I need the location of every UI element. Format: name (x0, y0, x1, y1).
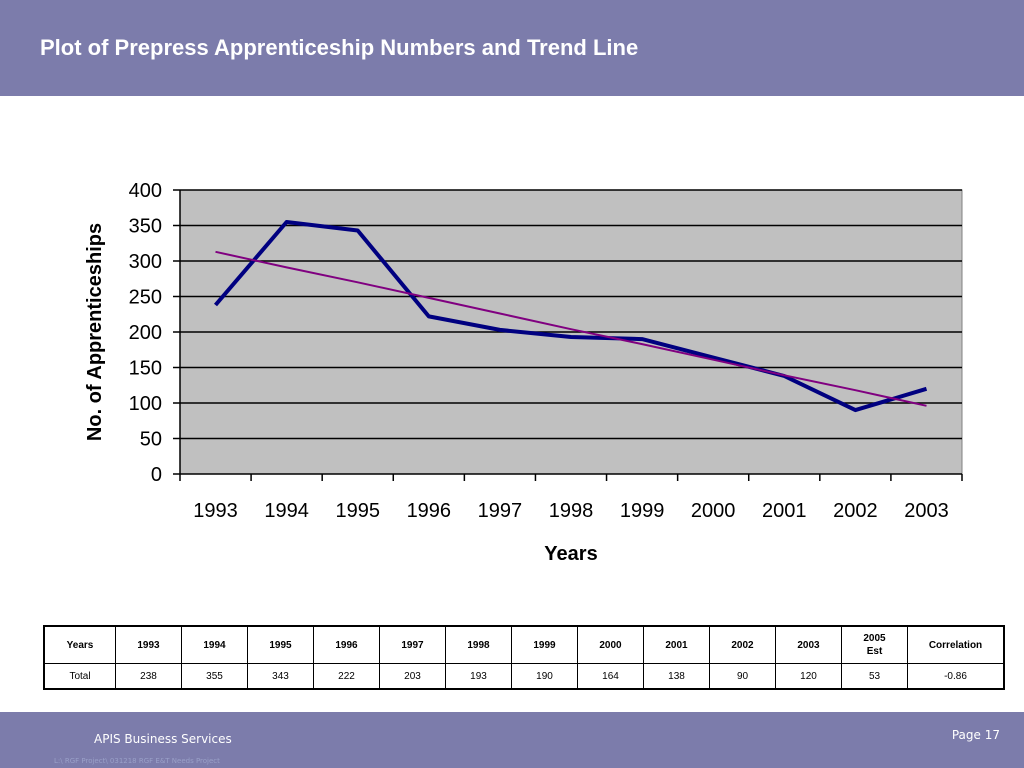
table-cell: -0.86 (907, 663, 1005, 690)
data-table: Years 1993 1994 1995 1996 1997 1998 1999 2000 200… (43, 625, 1005, 690)
y-tick-label: 100 (129, 393, 162, 415)
table-header-cell: 1999 (511, 625, 578, 664)
line-chart: 0 50 100 150 200 250 300 350 400 1993 1994 1995 1996… (84, 180, 963, 565)
footer-company-name: APIS Business Services (94, 732, 232, 746)
slide-title: Plot of Prepress Apprenticeship Numbers … (40, 35, 639, 60)
table-cell: 120 (775, 663, 842, 690)
table-cell: 355 (181, 663, 248, 690)
plot-area: 0 50 100 150 200 250 300 350 400 1993 1994 1995 1996… (129, 180, 963, 522)
table-cell: 193 (445, 663, 512, 690)
y-tick-label: 150 (129, 358, 162, 380)
table-header-cell: Correlation (907, 625, 1005, 664)
table-header-cell: 1997 (379, 625, 446, 664)
x-tick-label: 2003 (904, 500, 949, 522)
table-cell: 138 (643, 663, 710, 690)
table-header-row: Years 1993 1994 1995 1996 1997 1998 1999 2000 200… (43, 625, 1005, 664)
y-axis-label: No. of Apprenticeships (84, 223, 106, 441)
page-number: Page 17 (951, 728, 1000, 742)
y-tick-label: 200 (129, 322, 162, 344)
table-header-cell: 2001 (643, 625, 710, 664)
footer-file-path: L:\ RGF Project\ 031218 RGF E&T Needs Pr… (54, 757, 220, 765)
table-header-cell: 2005 Est (841, 625, 908, 664)
table-cell: Total (43, 663, 116, 690)
table-cell: 90 (709, 663, 776, 690)
trend-line (215, 250, 927, 407)
table-cell: 203 (379, 663, 446, 690)
y-tick-label: 300 (129, 251, 162, 273)
table-header-cell: 1993 (115, 625, 182, 664)
x-tick-label: 1999 (620, 500, 665, 522)
data-series-line (213, 220, 928, 413)
y-tick-label: 50 (140, 429, 162, 451)
x-axis-label: Years (544, 543, 597, 565)
table-header-cell: 1994 (181, 625, 248, 664)
x-tick-label: 1993 (193, 500, 238, 522)
table-row: Total 238 355 343 222 203 193 190 164 138 90 120 53-… (43, 663, 1005, 690)
y-tick-label: 0 (151, 464, 162, 486)
footer-band: APIS Business Services Page 17 L:\ RGF P… (0, 712, 1024, 768)
table-cell: 164 (577, 663, 644, 690)
x-tick-label: 1996 (407, 500, 452, 522)
x-tick-label: 2002 (833, 500, 878, 522)
table-header-cell: 2003 (775, 625, 842, 664)
x-tick-label: 2001 (762, 500, 807, 522)
table-cell: 190 (511, 663, 578, 690)
table-cell: 238 (115, 663, 182, 690)
table-header-cell: 1998 (445, 625, 512, 664)
table-cell: 222 (313, 663, 380, 690)
table-header-cell: 2000 (577, 625, 644, 664)
y-tick-label: 350 (129, 216, 162, 238)
table-header-cell: 2002 (709, 625, 776, 664)
x-tick-label: 1997 (478, 500, 523, 522)
y-tick-label: 250 (129, 287, 162, 309)
x-tick-label: 1994 (264, 500, 309, 522)
table-header-cell: 1996 (313, 625, 380, 664)
table-cell: 53 (841, 663, 908, 690)
x-tick-label: 1995 (335, 500, 380, 522)
y-tick-label: 400 (129, 180, 162, 202)
x-tick-label: 1998 (549, 500, 594, 522)
x-tick-label: 2000 (691, 500, 736, 522)
table-header-cell: 1995 (247, 625, 314, 664)
table-header-cell: Years (43, 625, 116, 664)
table-cell: 343 (247, 663, 314, 690)
header-band: Plot of Prepress Apprenticeship Numbers … (0, 0, 1024, 96)
